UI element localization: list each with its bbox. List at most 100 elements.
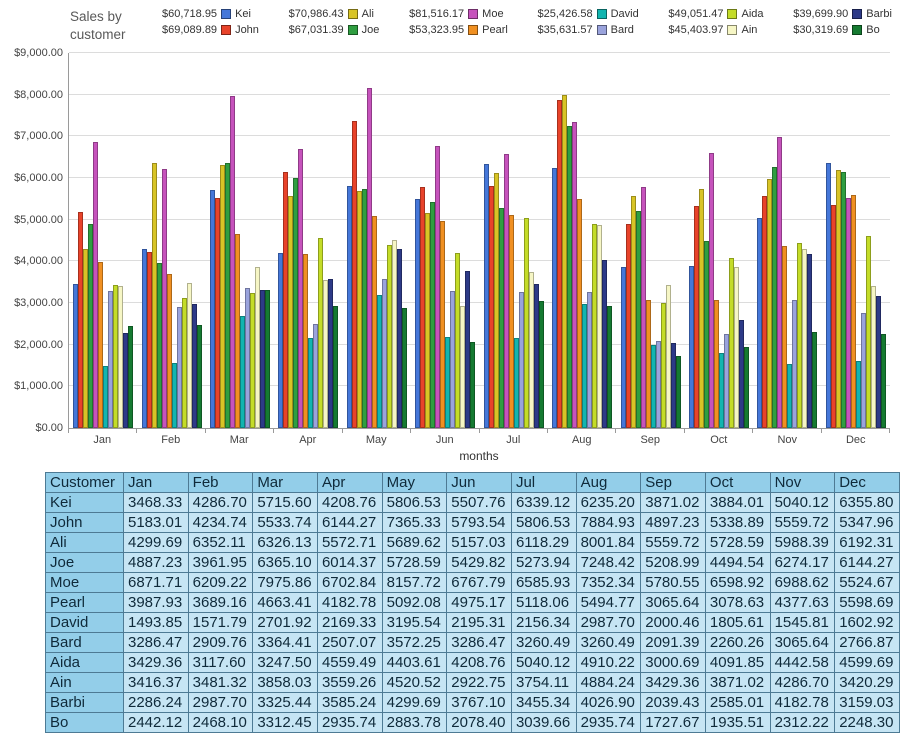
row-header-cell: Kei [45,492,124,514]
table-cell: 3286.47 [446,632,512,654]
legend-series-name: Aida [741,8,764,20]
bar-john-jan [78,212,84,429]
legend-total: $69,089.89 [162,24,218,36]
bar-bard-sep [655,340,661,429]
bar-david-may [376,294,382,429]
bar-david-jul [513,338,519,429]
bar-bard-nov [792,300,798,429]
bar-joe-sep [635,211,641,429]
table-cell: 2935.74 [575,712,642,734]
bar-aida-mar [250,292,256,429]
bar-john-mar [215,197,221,429]
table-cell: 3312.45 [252,712,318,734]
legend-item: $67,031.39 Joe [289,24,380,36]
legend-swatch-icon [347,9,358,19]
axis-tick [343,429,412,434]
bar-pearl-aug [577,199,583,429]
bar-group-may [343,53,411,429]
bar-aida-jun [455,252,461,429]
axis-tick [548,429,617,434]
table-cell: 4208.76 [316,492,383,514]
bar-moe-apr [298,148,304,429]
bar-david-dec [855,361,861,429]
bar-aida-apr [318,238,324,429]
bar-john-apr [283,172,289,429]
bar-moe-feb [161,169,167,429]
bar-group-apr [274,53,342,429]
legend-series-name: Moe [482,8,504,20]
table-cell: 6144.27 [834,552,900,574]
legend-total: $60,718.95 [162,8,218,20]
bar-barbi-aug [602,260,608,429]
gridline [69,260,890,262]
table-cell: 3364.41 [252,632,318,654]
bar-bo-feb [196,325,202,429]
table-cell: 3117.60 [187,652,254,674]
bar-bard-jul [518,292,524,429]
table-cell: 4091.85 [704,652,771,674]
table-cell: 2935.74 [316,712,383,734]
x-axis-category-label: Nov [777,434,798,447]
table-cell: 6352.11 [187,532,254,554]
bar-ain-jun [460,306,466,429]
legend-total: $67,031.39 [288,24,344,36]
table-header-cell: Oct [704,472,771,494]
table-cell: 5715.60 [252,492,318,514]
table-cell: 3455.34 [510,692,577,714]
table-cell: 4494.54 [704,552,771,574]
bar-ali-aug [562,94,568,429]
bar-moe-jun [435,146,441,429]
table-cell: 5040.12 [510,652,577,674]
table-cell: 5806.53 [510,512,577,534]
legend-total: $49,051.47 [668,8,724,20]
x-axis-ticks [68,429,891,434]
table-cell: 6988.62 [769,572,836,594]
table-cell: 5780.55 [640,572,706,594]
legend-swatch-icon [852,9,863,19]
legend-swatch-icon [347,25,358,35]
bar-pearl-oct [714,299,719,429]
table-cell: 4559.49 [316,652,383,674]
bar-moe-mar [230,95,236,429]
table-cell: 3260.49 [510,632,577,654]
row-header-cell: Moe [45,572,124,594]
table-cell: 6144.27 [316,512,383,534]
table-row: John 5183.01 4234.74 5533.74 6144.27 7365.33 5… [45,512,900,534]
table-cell: 1545.81 [769,612,836,634]
legend-series-name: Ain [741,24,758,36]
legend-item: $49,051.47 Aida [668,8,763,20]
table-body: Kei 3468.33 4286.70 5715.60 4208.76 5806.53 55… [45,492,900,734]
table-cell: 4663.41 [252,592,318,614]
bar-ali-apr [288,195,294,429]
table-cell: 3572.25 [381,632,448,654]
gridline [69,135,890,137]
sales-table: Customer Jan Feb Mar Apr May Jun Jul Aug Sep Oct No… [45,472,900,734]
bar-group-jul [480,53,548,429]
bar-david-mar [240,315,246,429]
bar-bo-apr [333,305,339,429]
table-cell: 4442.58 [769,652,836,674]
bar-aida-feb [181,298,187,429]
axis-tick [616,429,685,434]
axis-tick [480,429,548,434]
table-row: Joe 4887.23 3961.95 6365.10 6014.37 5728.59 54… [45,552,900,574]
legend-item: $35,631.57 Bard [538,24,639,36]
table-cell: 2585.01 [704,692,771,714]
table-cell: 5273.94 [510,552,577,574]
table-cell: 4286.70 [187,492,254,514]
table-cell: 4887.23 [123,552,189,574]
x-axis-category-label: Feb [161,434,181,447]
bar-john-aug [557,99,563,429]
table-cell: 3884.01 [704,492,771,514]
table-cell: 6365.10 [252,552,318,574]
bar-david-sep [650,344,656,429]
table-row: Aida 3429.36 3117.60 3247.50 4559.49 4403.61 4… [45,652,900,674]
table-row: Barbi 2286.24 2987.70 3325.44 3585.24 4299.69… [45,692,900,714]
table-cell: 6192.31 [834,532,900,554]
bar-pearl-mar [235,233,241,429]
legend-total: $53,323.95 [409,24,465,36]
table-head: Customer Jan Feb Mar Apr May Jun Jul Aug Sep Oct No… [45,472,900,494]
x-axis-title: months [459,449,499,464]
bar-aida-may [386,244,392,429]
table-cell: 1493.85 [123,612,189,634]
